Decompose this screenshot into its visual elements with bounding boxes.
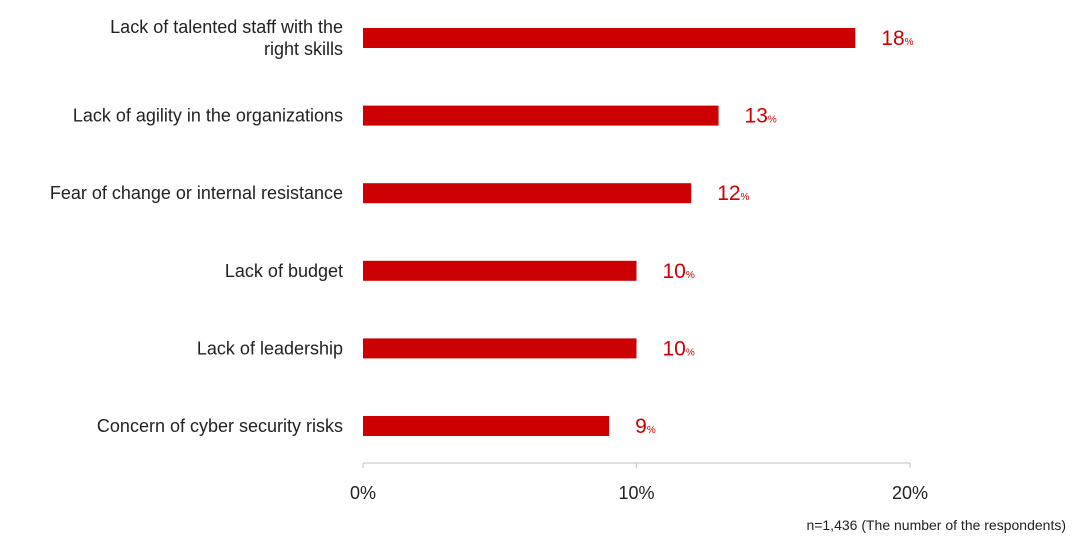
respondents-note: n=1,436 (The number of the respondents) — [806, 517, 1066, 533]
value-label: 18% — [881, 27, 913, 50]
value-unit: % — [686, 347, 695, 358]
x-tick-label: 0% — [350, 483, 376, 503]
category-label: Lack of budget — [225, 261, 343, 281]
bar — [363, 183, 692, 204]
category-label: Lack of talented staff with the right ski… — [110, 17, 343, 59]
value-unit: % — [647, 425, 656, 436]
category-label: Lack of agility in the organizations — [73, 106, 343, 126]
value-number: 12 — [717, 182, 740, 205]
value-number: 10 — [663, 260, 686, 283]
value-label: 10% — [663, 260, 695, 283]
value-unit: % — [905, 37, 914, 48]
bar — [363, 416, 610, 436]
value-unit: % — [768, 115, 777, 126]
category-label-line: Fear of change or internal resistance — [50, 183, 343, 203]
value-number: 10 — [663, 337, 686, 360]
x-tick-label: 20% — [892, 483, 928, 503]
category-label-line: Concern of cyber security risks — [97, 416, 343, 436]
value-number: 9 — [635, 415, 647, 438]
category-label: Concern of cyber security risks — [97, 416, 343, 436]
value-unit: % — [741, 192, 750, 203]
category-label-line: right skills — [264, 39, 343, 59]
value-number: 18 — [881, 27, 904, 50]
x-axis: 0% 10% 20% — [350, 462, 928, 503]
category-label-line: Lack of budget — [225, 261, 343, 281]
bar — [363, 338, 637, 359]
bar — [363, 105, 719, 126]
x-tick-label: 10% — [618, 483, 654, 503]
bars-layer: Lack of talented staff with the right ski… — [50, 17, 914, 438]
category-label-line: Lack of talented staff with the — [110, 17, 343, 37]
category-label: Fear of change or internal resistance — [50, 183, 343, 203]
value-number: 13 — [745, 105, 768, 128]
value-label: 10% — [663, 337, 695, 360]
value-label: 13% — [745, 105, 777, 128]
value-unit: % — [686, 270, 695, 281]
category-label: Lack of leadership — [197, 338, 343, 358]
bar — [363, 260, 637, 281]
value-label: 9% — [635, 415, 656, 438]
category-label-line: Lack of leadership — [197, 338, 343, 358]
value-label: 12% — [717, 182, 749, 205]
bar — [363, 28, 856, 48]
category-label-line: Lack of agility in the organizations — [73, 106, 343, 126]
